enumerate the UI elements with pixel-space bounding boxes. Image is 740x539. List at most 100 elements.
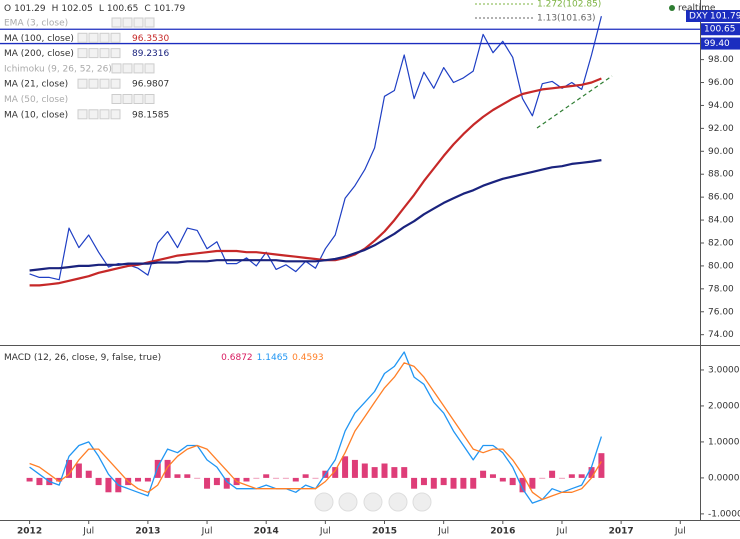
indicator-name: MA (21, close) [4, 80, 68, 90]
histogram-bar [243, 477, 250, 482]
ohlc-key: O [4, 4, 11, 14]
histogram-bar [66, 459, 73, 478]
indicator-button [77, 32, 88, 43]
level-tag [701, 23, 740, 36]
histogram-bar [302, 474, 309, 478]
zoom-in-button[interactable] [388, 492, 408, 512]
indicator-name: EMA (3, close) [4, 19, 68, 29]
histogram-bar [164, 459, 171, 478]
histogram-bar [135, 477, 142, 482]
histogram-bar [539, 477, 546, 479]
indicator-button [99, 109, 110, 120]
zoom-out-button[interactable] [338, 492, 358, 512]
y-tick-label: 90.00 [708, 147, 734, 157]
ohlc-value: 100.65 [107, 4, 139, 14]
histogram-bar [75, 463, 82, 478]
indicator-button [122, 17, 133, 28]
histogram-bar [529, 477, 536, 489]
y-tick-label: 3.0000 [708, 365, 740, 375]
histogram-bar [480, 470, 487, 478]
indicator-button [122, 63, 133, 74]
y-tick-label: 82.00 [708, 238, 734, 248]
histogram-bar [509, 477, 516, 486]
x-tick-label: 2016 [490, 527, 515, 537]
histogram-bar [292, 477, 299, 482]
histogram-bar [194, 477, 201, 479]
histogram-bar [273, 477, 280, 479]
indicator-button [88, 32, 99, 43]
y-tick-label: 92.00 [708, 124, 734, 134]
histogram-bar [351, 459, 358, 478]
y-tick-label: 96.00 [708, 78, 734, 88]
indicator-button [77, 78, 88, 89]
macd-readout: 0.6872 [221, 353, 253, 363]
indicator-button [111, 94, 122, 104]
x-tick-label: 2017 [609, 527, 634, 537]
indicator-button [133, 63, 144, 74]
histogram-bar [144, 477, 151, 482]
histogram-bar [411, 477, 418, 489]
scroll-left-button[interactable] [314, 492, 334, 512]
indicator-button [110, 78, 121, 89]
y-tick-label: 88.00 [708, 170, 734, 180]
histogram-bar [568, 474, 575, 478]
indicator-button [110, 32, 121, 43]
y-tick-label: -1.0000 [708, 509, 740, 519]
macd-title: MACD (12, 26, close, 9, false, true) [4, 353, 161, 363]
y-tick-label: 2.0000 [708, 401, 740, 411]
histogram-bar [312, 477, 319, 479]
y-tick-label: 0.0000 [708, 473, 740, 483]
histogram-bar [489, 474, 496, 478]
indicator-button [144, 63, 155, 74]
indicator-button [111, 17, 122, 28]
indicator-name: Ichimoku (9, 26, 52, 26) [4, 64, 112, 74]
x-tick-label: Jul [674, 527, 686, 537]
y-tick-label: 80.00 [708, 261, 734, 271]
fib-label: 1.13(101.63) [537, 13, 596, 23]
histogram-bar [598, 453, 605, 478]
histogram-bar [184, 474, 191, 478]
symbol-label: DXY [689, 12, 708, 22]
histogram-bar [460, 477, 467, 489]
histogram-bar [499, 477, 506, 482]
histogram-bar [578, 474, 585, 478]
x-tick-label: 2014 [254, 527, 279, 537]
x-tick-label: Jul [319, 527, 331, 537]
histogram-bar [371, 467, 378, 478]
x-tick-label: Jul [82, 527, 94, 537]
scroll-right-button[interactable] [412, 492, 432, 512]
last-price: 101.79 [710, 12, 740, 22]
histogram-bar [223, 477, 230, 489]
reset-button[interactable] [363, 492, 383, 512]
x-tick-label: 2012 [17, 527, 42, 537]
realtime-dot [669, 5, 675, 11]
indicator-button [88, 78, 99, 89]
indicator-button [110, 109, 121, 120]
indicator-button [88, 109, 99, 120]
histogram-bar [470, 477, 477, 489]
ohlc-key: L [99, 4, 104, 14]
histogram-bar [549, 470, 556, 478]
histogram-bar [85, 470, 92, 478]
y-tick-label: 78.00 [708, 284, 734, 294]
indicator-button [99, 78, 110, 89]
histogram-bar [204, 477, 211, 489]
histogram-bar [430, 477, 437, 489]
level-tag-label: 99.40 [704, 39, 730, 49]
ohlc-value: 101.79 [154, 4, 186, 14]
histogram-bar [253, 477, 260, 479]
histogram-bar [391, 467, 398, 478]
indicator-value: 98.1585 [132, 110, 169, 120]
histogram-bar [36, 477, 43, 486]
price-tag [686, 10, 740, 22]
histogram-bar [174, 474, 181, 478]
indicator-button [144, 94, 155, 104]
fib-label: 1.272(102.85) [537, 0, 601, 10]
zoom-controls [314, 492, 432, 512]
x-tick-label: 2015 [372, 527, 397, 537]
trend-line [536, 75, 613, 129]
histogram-bar [263, 474, 270, 478]
x-tick-label: 2013 [135, 527, 160, 537]
histogram-bar [95, 477, 102, 486]
